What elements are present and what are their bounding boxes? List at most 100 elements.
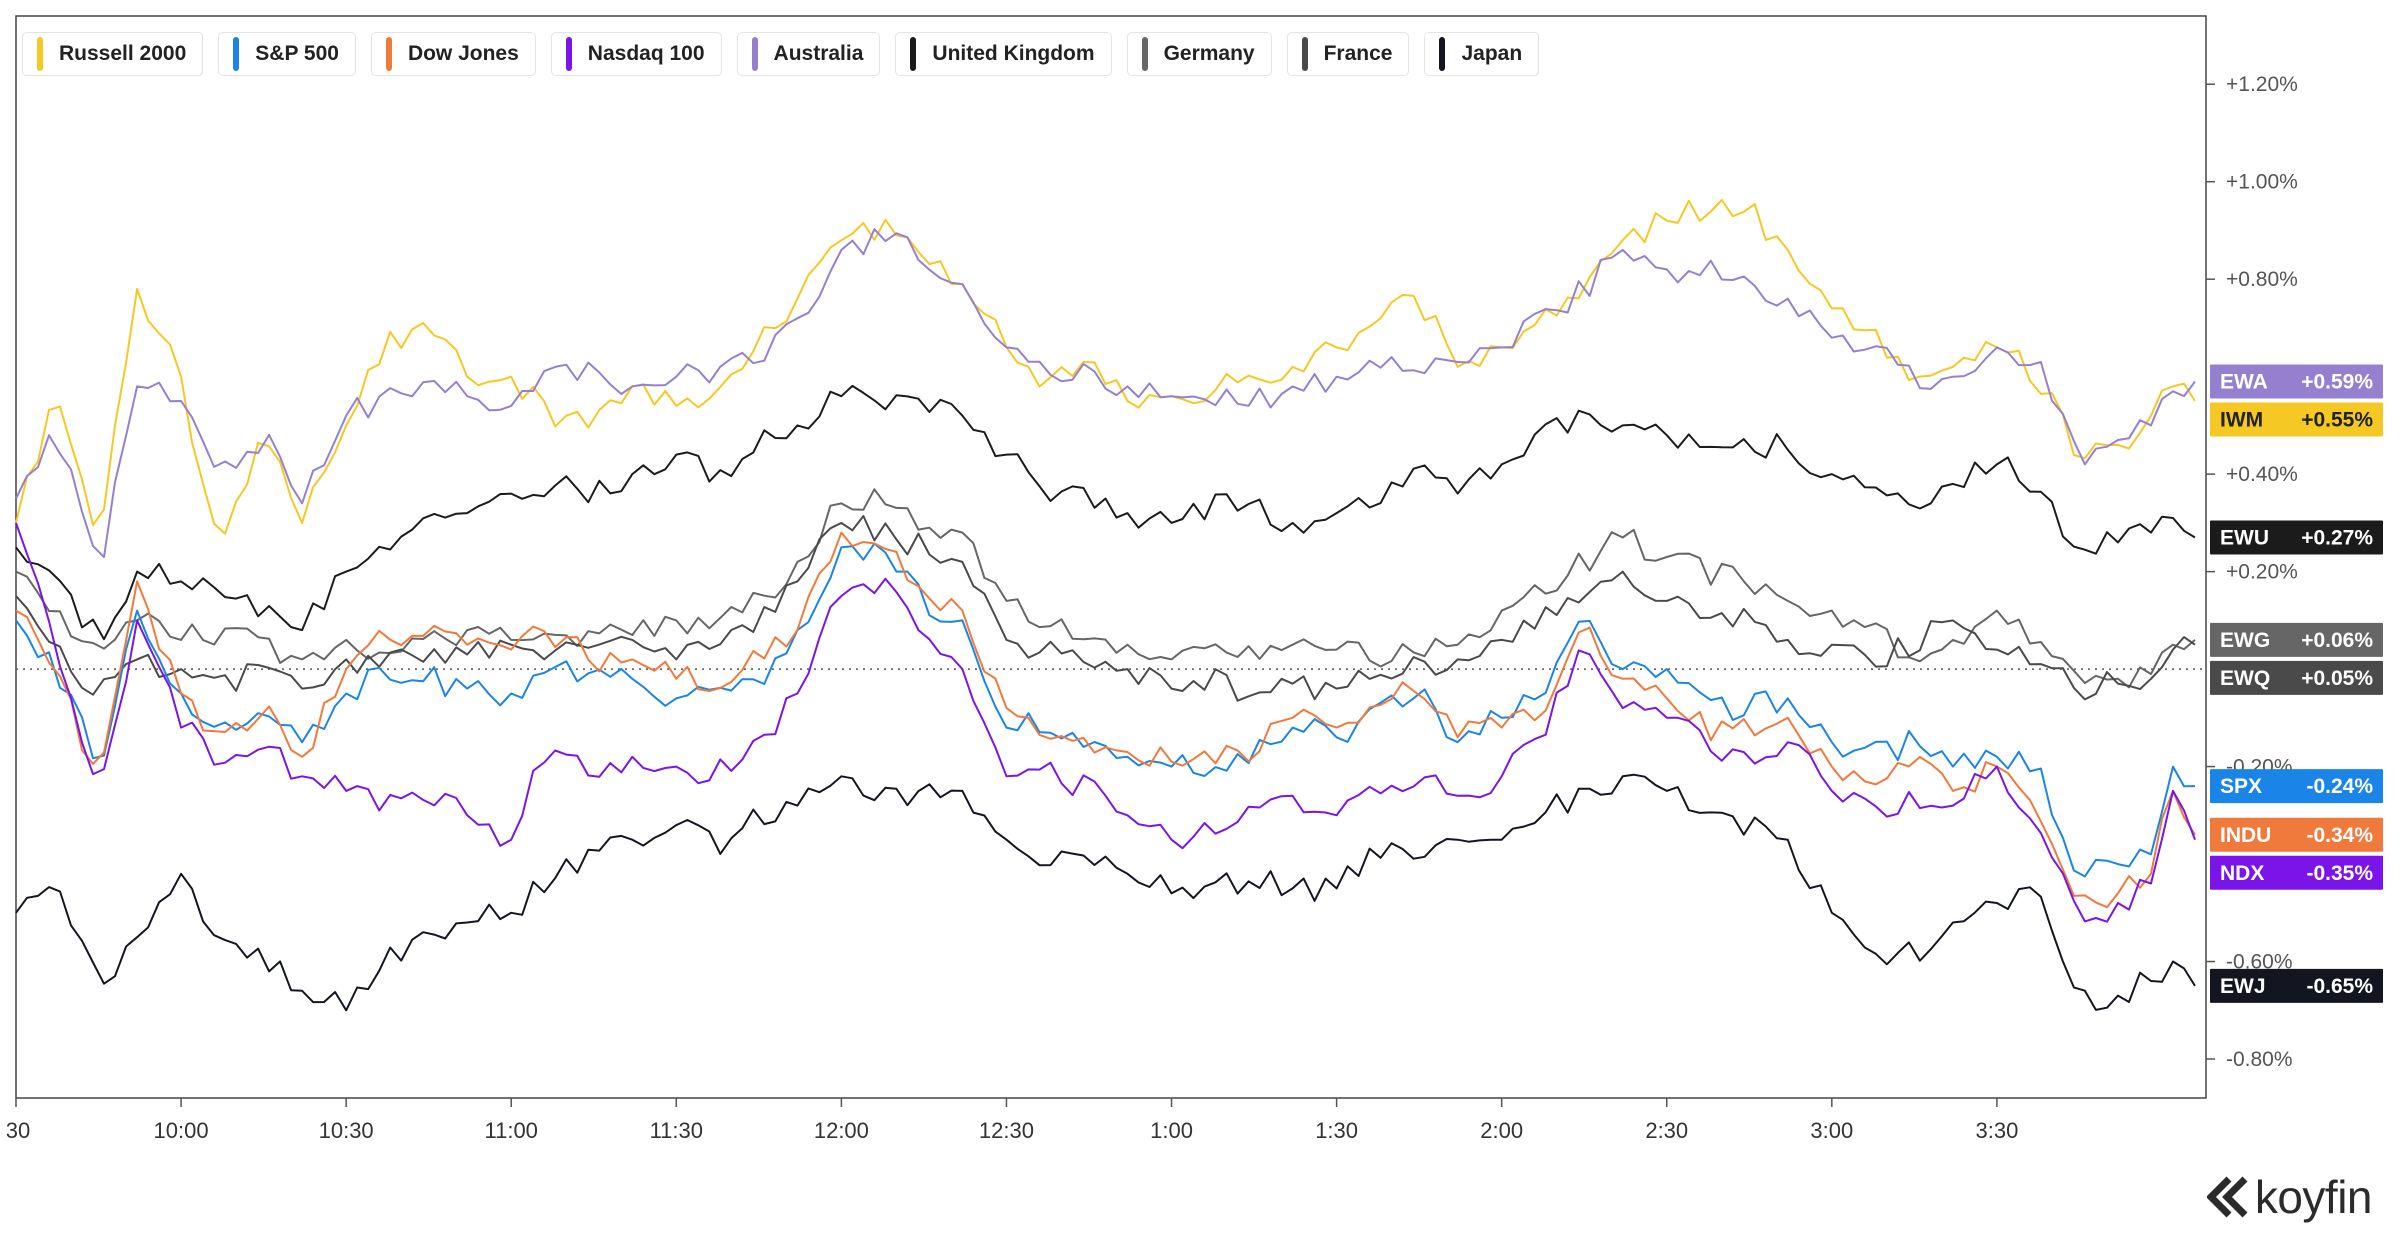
end-label-value: +0.59%: [2301, 371, 2373, 394]
legend-label: Australia: [773, 42, 864, 65]
end-label-badge: EWA +0.59%: [2210, 364, 2383, 399]
koyfin-icon: [2206, 1176, 2248, 1218]
series-line: [15, 531, 2196, 909]
legend-swatch: [910, 37, 917, 71]
end-label-badge: EWJ -0.65%: [2210, 968, 2383, 1003]
end-label-value: +0.06%: [2301, 629, 2373, 652]
y-tick-label: +0.40%: [2226, 463, 2298, 486]
legend-item[interactable]: Nasdaq 100: [550, 32, 722, 76]
end-label-bg: [2210, 817, 2383, 852]
series-line: [15, 384, 2196, 641]
end-label-value: +0.05%: [2301, 667, 2373, 690]
x-tick-label: 12:30: [979, 1118, 1034, 1143]
series-line: [15, 522, 2196, 923]
end-label-badge: EWQ +0.05%: [2210, 660, 2383, 695]
legend-item[interactable]: S&P 500: [218, 32, 356, 76]
brand-name: koyfin: [2254, 1171, 2373, 1223]
legend-item[interactable]: Germany: [1126, 32, 1272, 76]
legend-swatch: [385, 37, 392, 71]
series-line: [15, 542, 2196, 878]
x-tick-label: 11:00: [485, 1118, 538, 1143]
legend-swatch: [1301, 37, 1308, 71]
end-label-bg: [2210, 660, 2383, 695]
end-label-value: +0.27%: [2301, 527, 2373, 550]
end-label-ticker: INDU: [2220, 824, 2271, 847]
end-label-bg: [2210, 769, 2383, 804]
legend-swatch: [565, 37, 572, 71]
x-tick-label: 2:30: [1645, 1118, 1688, 1143]
plot-frame: [15, 15, 2207, 1099]
series-line: [15, 199, 2196, 535]
legend-item[interactable]: Russell 2000: [22, 32, 204, 76]
end-label-badge: SPX -0.24%: [2210, 769, 2383, 804]
x-axis: 30 10:00 10:30 11:00 11:30 12:00 12:30 1:00 1:30…: [6, 1098, 2018, 1143]
legend-label: S&P 500: [255, 42, 339, 65]
end-label-value: -0.35%: [2306, 862, 2373, 885]
legend-item[interactable]: France: [1286, 32, 1410, 76]
x-tick-label: 30: [6, 1118, 30, 1143]
series-line: [15, 488, 2196, 689]
legend-item[interactable]: Dow Jones: [370, 32, 536, 76]
end-label-ticker: EWA: [2220, 371, 2268, 394]
end-label-ticker: IWM: [2220, 409, 2263, 432]
x-tick-label: 10:00: [154, 1118, 209, 1143]
x-tick-label: 1:00: [1150, 1118, 1193, 1143]
series-line: [15, 773, 2196, 1012]
x-tick-label: 2:00: [1480, 1118, 1523, 1143]
series-line: [15, 228, 2196, 559]
series-lines: [15, 199, 2196, 1012]
x-tick-label: 11:30: [650, 1118, 703, 1143]
legend-swatch: [751, 37, 758, 71]
legend-label: France: [1323, 42, 1393, 65]
koyfin-logo: koyfin: [2206, 1170, 2373, 1224]
end-label-bg: [2210, 968, 2383, 1003]
end-labels: EWA +0.59% IWM +0.55% EWU +0.27% EWG +0.06% EWQ +…: [2210, 364, 2383, 1003]
end-label-ticker: NDX: [2220, 862, 2264, 885]
end-label-badge: NDX -0.35%: [2210, 855, 2383, 890]
y-axis: +1.20%+1.00%+0.80%+0.40%+0.20%-0.20%-0.6…: [2206, 73, 2298, 1071]
end-label-value: -0.34%: [2306, 824, 2373, 847]
x-tick-label: 12:00: [814, 1118, 869, 1143]
legend-label: Dow Jones: [407, 42, 519, 65]
end-label-badge: INDU -0.34%: [2210, 817, 2383, 852]
legend-item[interactable]: Australia: [736, 32, 881, 76]
legend: Russell 2000 S&P 500 Dow Jones Nasdaq 100 Au…: [22, 32, 1540, 76]
legend-swatch: [1141, 37, 1148, 71]
end-label-ticker: SPX: [2220, 775, 2262, 798]
end-label-ticker: EWU: [2220, 527, 2269, 550]
end-label-badge: IWM +0.55%: [2210, 402, 2383, 437]
legend-item[interactable]: Japan: [1424, 32, 1540, 76]
end-label-bg: [2210, 402, 2383, 437]
end-label-badge: EWG +0.06%: [2210, 622, 2383, 657]
y-tick-label: -0.60%: [2226, 951, 2293, 974]
y-tick-label: +1.20%: [2226, 73, 2298, 96]
end-label-ticker: EWQ: [2220, 667, 2270, 690]
x-tick-label: 3:30: [1975, 1118, 2018, 1143]
x-tick-label: 3:00: [1810, 1118, 1853, 1143]
legend-label: Nasdaq 100: [587, 42, 705, 65]
legend-label: Japan: [1461, 42, 1523, 65]
end-label-value: +0.55%: [2301, 409, 2373, 432]
y-tick-label: +0.20%: [2226, 561, 2298, 584]
end-label-value: -0.65%: [2306, 975, 2373, 998]
end-label-bg: [2210, 855, 2383, 890]
end-label-badge: EWU +0.27%: [2210, 520, 2383, 555]
x-tick-label: 1:30: [1315, 1118, 1358, 1143]
y-tick-label: -0.80%: [2226, 1048, 2293, 1071]
end-label-bg: [2210, 364, 2383, 399]
legend-swatch: [233, 37, 240, 71]
end-label-ticker: EWJ: [2220, 975, 2266, 998]
legend-item[interactable]: United Kingdom: [895, 32, 1112, 76]
legend-label: Russell 2000: [59, 42, 187, 65]
end-label-bg: [2210, 622, 2383, 657]
y-tick-label: +0.80%: [2226, 268, 2298, 291]
x-tick-label: 10:30: [319, 1118, 374, 1143]
end-label-bg: [2210, 520, 2383, 555]
legend-label: United Kingdom: [932, 42, 1095, 65]
series-line: [15, 515, 2196, 702]
legend-swatch: [37, 37, 43, 71]
legend-label: Germany: [1163, 42, 1255, 65]
y-tick-label: +1.00%: [2226, 171, 2298, 194]
end-label-value: -0.24%: [2306, 775, 2373, 798]
